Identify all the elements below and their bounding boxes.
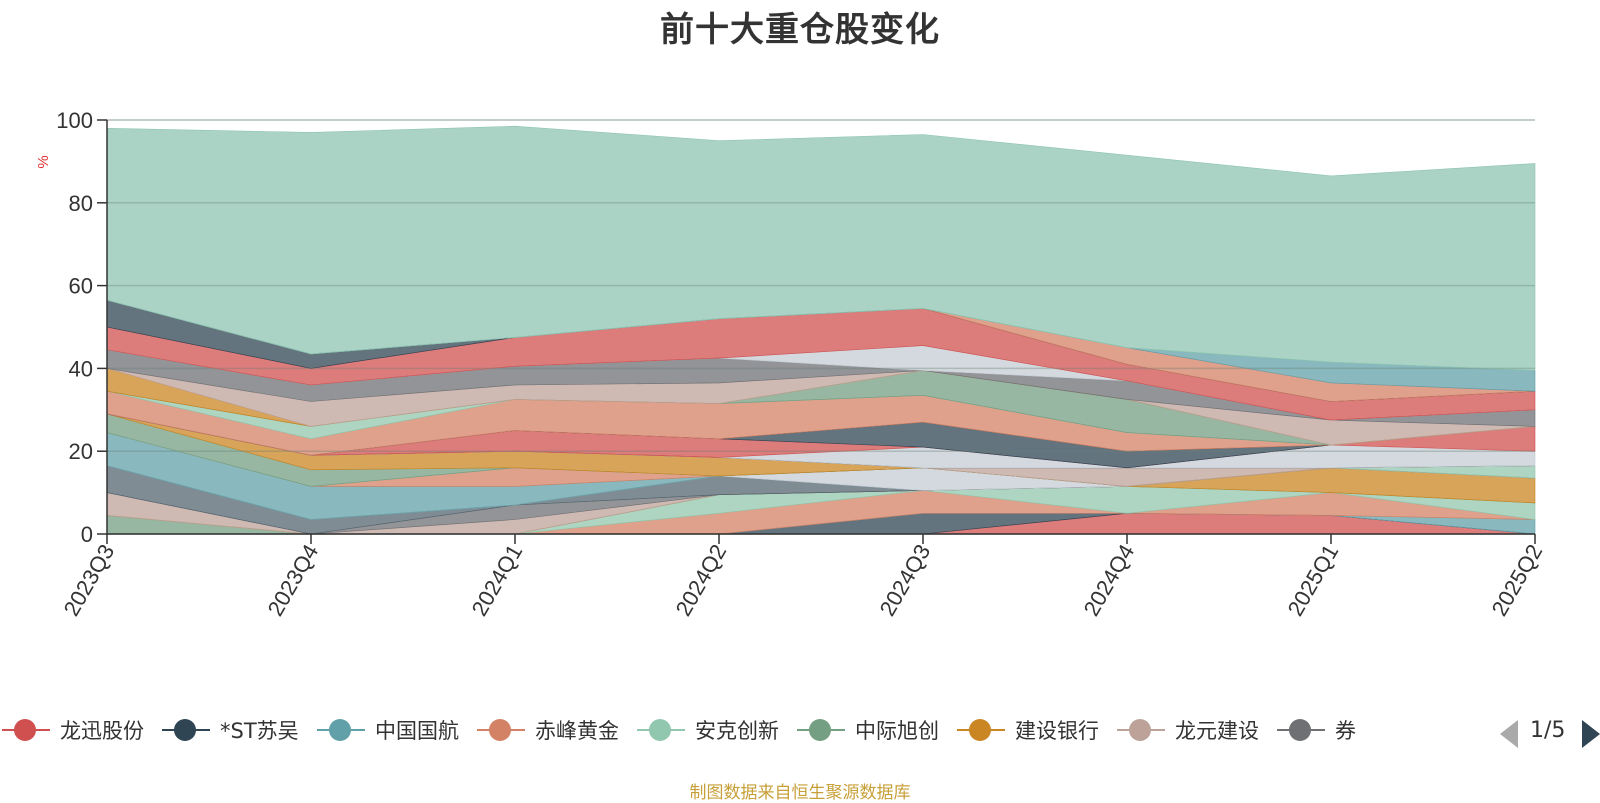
legend-item[interactable]: 安克创新 xyxy=(635,712,779,748)
x-tick-label: 2023Q3 xyxy=(59,540,120,620)
legend-marker-icon xyxy=(1115,712,1167,748)
legend-item[interactable]: *ST苏吴 xyxy=(160,712,299,748)
legend-items: 龙迅股份 *ST苏吴 中国国航 赤峰黄金 安克创新 中际旭创 建设银行 龙元建设 券 xyxy=(0,712,1468,748)
legend-marker-icon xyxy=(315,712,367,748)
legend-marker-icon xyxy=(955,712,1007,748)
y-axis-unit: % xyxy=(35,155,52,168)
legend-label: 建设银行 xyxy=(1015,719,1099,743)
legend-page-indicator: 1/5 xyxy=(1530,718,1566,743)
legend-marker-icon xyxy=(475,712,527,748)
legend-item[interactable]: 建设银行 xyxy=(955,712,1099,748)
area-chart: 0 20 40 60 80 100 2023Q3 2023Q4 2024Q1 2024Q2 2024… xyxy=(35,108,1548,620)
legend-marker-icon xyxy=(0,712,52,748)
x-tick-label: 2024Q2 xyxy=(671,540,732,620)
y-tick-label: 60 xyxy=(69,274,93,299)
x-tick-label: 2024Q3 xyxy=(875,540,936,620)
legend-label: 中际旭创 xyxy=(855,719,939,743)
x-tick-label: 2024Q1 xyxy=(467,540,528,620)
x-tick-label: 2023Q4 xyxy=(263,540,324,620)
legend-item[interactable]: 赤峰黄金 xyxy=(475,712,619,748)
x-tick-label: 2025Q2 xyxy=(1487,540,1548,620)
y-tick-label: 80 xyxy=(69,191,93,216)
legend-label: 赤峰黄金 xyxy=(535,719,619,743)
legend-label: 中国国航 xyxy=(375,719,459,743)
y-tick-label: 20 xyxy=(69,439,93,464)
stacked-areas xyxy=(106,119,1536,535)
legend-marker-icon xyxy=(160,712,212,748)
legend-item[interactable]: 龙迅股份 xyxy=(0,712,144,748)
legend-item[interactable]: 龙元建设 xyxy=(1115,712,1259,748)
y-tick-label: 40 xyxy=(69,356,93,381)
area-series-35 xyxy=(106,125,1536,371)
legend-marker-icon xyxy=(1275,712,1327,748)
y-tick-label: 0 xyxy=(81,522,93,547)
data-source-note: 制图数据来自恒生聚源数据库 xyxy=(689,783,911,803)
legend-next-page-icon[interactable] xyxy=(1582,720,1600,748)
legend-label: *ST苏吴 xyxy=(220,719,299,743)
legend-label: 龙元建设 xyxy=(1175,719,1259,743)
legend-prev-page-icon[interactable] xyxy=(1500,720,1518,748)
legend-item[interactable]: 券 xyxy=(1275,712,1356,748)
legend: 龙迅股份 *ST苏吴 中国国航 赤峰黄金 安克创新 中际旭创 建设银行 龙元建设 券 xyxy=(0,712,1600,748)
legend-label: 券 xyxy=(1335,719,1356,743)
x-tick-label: 2024Q4 xyxy=(1079,540,1140,620)
legend-marker-icon xyxy=(795,712,847,748)
legend-marker-icon xyxy=(635,712,687,748)
legend-label: 龙迅股份 xyxy=(60,719,144,743)
chart-title: 前十大重仓股变化 xyxy=(660,10,940,50)
legend-item[interactable]: 中国国航 xyxy=(315,712,459,748)
y-tick-label: 100 xyxy=(56,108,93,133)
legend-label: 安克创新 xyxy=(695,719,779,743)
legend-item[interactable]: 中际旭创 xyxy=(795,712,939,748)
x-tick-label: 2025Q1 xyxy=(1283,540,1344,620)
